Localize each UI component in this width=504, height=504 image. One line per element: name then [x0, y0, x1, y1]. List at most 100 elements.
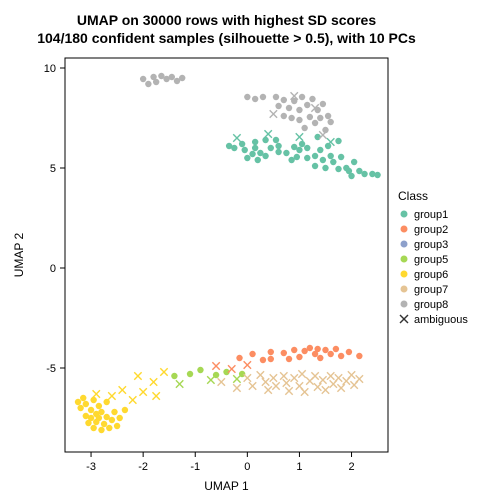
data-point: [286, 105, 292, 111]
data-point: [77, 405, 83, 411]
data-point: [296, 147, 302, 153]
plot-border: [65, 58, 388, 452]
data-point: [252, 139, 258, 145]
data-point: [327, 351, 333, 357]
data-point: [140, 76, 146, 82]
points-layer: [75, 73, 381, 433]
data-point: [299, 94, 305, 100]
data-point: [348, 173, 354, 179]
data-point: [179, 75, 185, 81]
data-point: [88, 415, 94, 421]
plot-title-line1: UMAP on 30000 rows with highest SD score…: [77, 12, 376, 28]
data-point: [312, 163, 318, 169]
y-tick-label: 0: [50, 263, 56, 275]
data-point: [268, 349, 274, 355]
data-point: [260, 94, 266, 100]
x-tick-label: 2: [348, 461, 354, 473]
legend-swatch: [401, 271, 408, 278]
data-point: [314, 346, 320, 352]
legend-label: group6: [414, 269, 448, 281]
data-point: [322, 347, 328, 353]
data-point: [291, 347, 297, 353]
data-point: [281, 97, 287, 103]
data-point: [338, 353, 344, 359]
data-point: [111, 409, 117, 415]
legend-label: group5: [414, 254, 448, 266]
data-point: [231, 145, 237, 151]
legend-label: ambiguous: [414, 314, 468, 326]
data-point: [275, 149, 281, 155]
data-point: [275, 143, 281, 149]
data-point: [268, 145, 274, 151]
data-point: [351, 159, 357, 165]
legend-label: group8: [414, 299, 448, 311]
data-point: [281, 350, 287, 356]
data-point: [309, 96, 315, 102]
data-point: [325, 113, 331, 119]
data-point: [288, 115, 294, 121]
data-point: [330, 159, 336, 165]
data-point: [333, 346, 339, 352]
x-tick-label: -1: [190, 461, 200, 473]
data-point: [301, 125, 307, 131]
data-point: [299, 141, 305, 147]
y-tick-label: -5: [46, 363, 56, 375]
x-tick-label: -3: [86, 461, 96, 473]
legend-swatch: [401, 256, 408, 263]
data-point: [317, 115, 323, 121]
x-tick-label: 0: [244, 461, 250, 473]
data-point: [98, 427, 104, 433]
data-point: [322, 165, 328, 171]
legend-swatch: [401, 301, 408, 308]
data-point: [307, 345, 313, 351]
data-point: [268, 356, 274, 362]
data-point: [117, 415, 123, 421]
data-point: [96, 403, 102, 409]
data-point: [273, 94, 279, 100]
data-point: [122, 407, 128, 413]
plot-title-line2: 104/180 confident samples (silhouette > …: [37, 30, 416, 46]
y-tick-label: 5: [50, 163, 56, 175]
data-point: [327, 153, 333, 159]
legend-swatch: [401, 286, 408, 293]
data-point: [260, 357, 266, 363]
y-tick-label: 10: [44, 63, 56, 75]
data-point: [338, 154, 344, 160]
data-point: [244, 94, 250, 100]
data-point: [171, 373, 177, 379]
data-point: [327, 119, 333, 125]
data-point: [320, 157, 326, 163]
data-point: [75, 399, 81, 405]
data-point: [294, 154, 300, 160]
data-point: [335, 138, 341, 144]
plot-svg: -3-2-1012-50510UMAP 1UMAP 2UMAP on 30000…: [0, 0, 504, 504]
legend-label: group2: [414, 224, 448, 236]
data-point: [320, 101, 326, 107]
data-point: [187, 371, 193, 377]
data-point: [374, 172, 380, 178]
y-axis-label: UMAP 2: [12, 232, 26, 277]
data-point: [296, 354, 302, 360]
data-point: [335, 166, 341, 172]
data-point: [90, 425, 96, 431]
legend-label: group1: [414, 209, 448, 221]
data-point: [255, 157, 261, 163]
data-point: [317, 355, 323, 361]
data-point: [281, 113, 287, 119]
legend-swatch: [401, 241, 408, 248]
data-point: [249, 151, 255, 157]
data-point: [244, 155, 250, 161]
data-point: [361, 171, 367, 177]
data-point: [312, 153, 318, 159]
data-point: [317, 147, 323, 153]
data-point: [197, 367, 203, 373]
data-point: [286, 356, 292, 362]
data-point: [249, 351, 255, 357]
data-point: [304, 155, 310, 161]
data-point: [252, 145, 258, 151]
data-point: [242, 147, 248, 153]
data-point: [273, 137, 279, 143]
data-point: [114, 423, 120, 429]
x-tick-label: -2: [138, 461, 148, 473]
data-point: [275, 103, 281, 109]
